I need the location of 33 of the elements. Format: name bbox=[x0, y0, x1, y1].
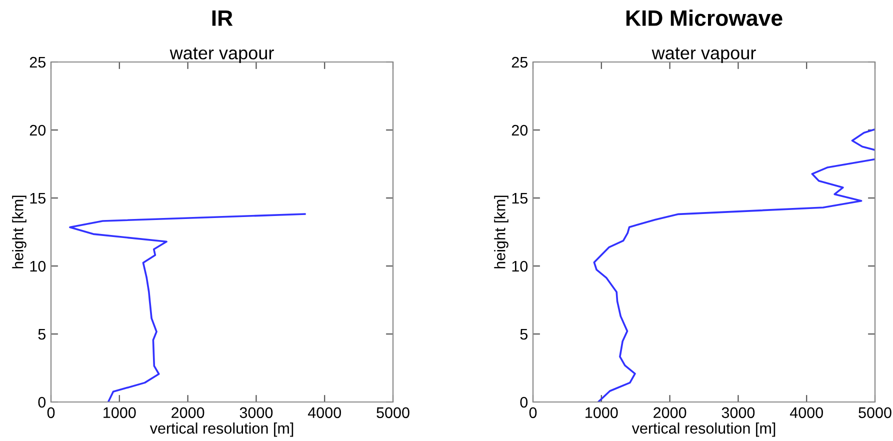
x-tick-label: 3000 bbox=[722, 407, 755, 418]
x-tick-label: 5000 bbox=[858, 407, 892, 418]
x-tick-label: 1000 bbox=[586, 407, 618, 418]
y-tick-label: 20 bbox=[30, 124, 46, 136]
y-tick-label: 0 bbox=[520, 396, 528, 408]
y-tick-label: 10 bbox=[30, 260, 46, 272]
y-tick-label: 10 bbox=[512, 260, 528, 272]
x-tick-label: 3000 bbox=[240, 407, 273, 418]
x-tick-label: 4000 bbox=[790, 407, 823, 418]
x-axis-title: vertical resolution [m] bbox=[632, 422, 776, 437]
x-tick-label: 5000 bbox=[376, 407, 410, 418]
chart-title: KID Microwave bbox=[626, 10, 782, 26]
y-tick-label: 15 bbox=[30, 193, 46, 204]
x-axis-title: vertical resolution [m] bbox=[150, 422, 294, 437]
x-tick-label: 0 bbox=[47, 407, 55, 418]
x-tick-label: 1000 bbox=[104, 407, 136, 418]
x-tick-label: 2000 bbox=[172, 407, 204, 418]
y-axis-title: height [km] bbox=[12, 196, 26, 268]
x-tick-label: 4000 bbox=[308, 407, 341, 418]
chart-subtitle: water vapour bbox=[170, 48, 274, 63]
line-series bbox=[69, 213, 306, 402]
chart-subtitle: water vapour bbox=[652, 48, 756, 63]
y-tick-label: 25 bbox=[30, 56, 46, 68]
y-axis-title: height [km] bbox=[494, 196, 508, 268]
y-tick-label: 5 bbox=[38, 329, 46, 340]
y-tick-label: 5 bbox=[520, 329, 528, 340]
chart-title: IR bbox=[212, 10, 233, 26]
y-tick-label: 25 bbox=[512, 56, 528, 68]
y-tick-label: 20 bbox=[512, 124, 528, 136]
x-tick-label: 0 bbox=[529, 407, 537, 418]
y-tick-label: 15 bbox=[512, 193, 528, 204]
y-tick-label: 0 bbox=[38, 396, 46, 408]
x-tick-label: 2000 bbox=[654, 407, 686, 418]
